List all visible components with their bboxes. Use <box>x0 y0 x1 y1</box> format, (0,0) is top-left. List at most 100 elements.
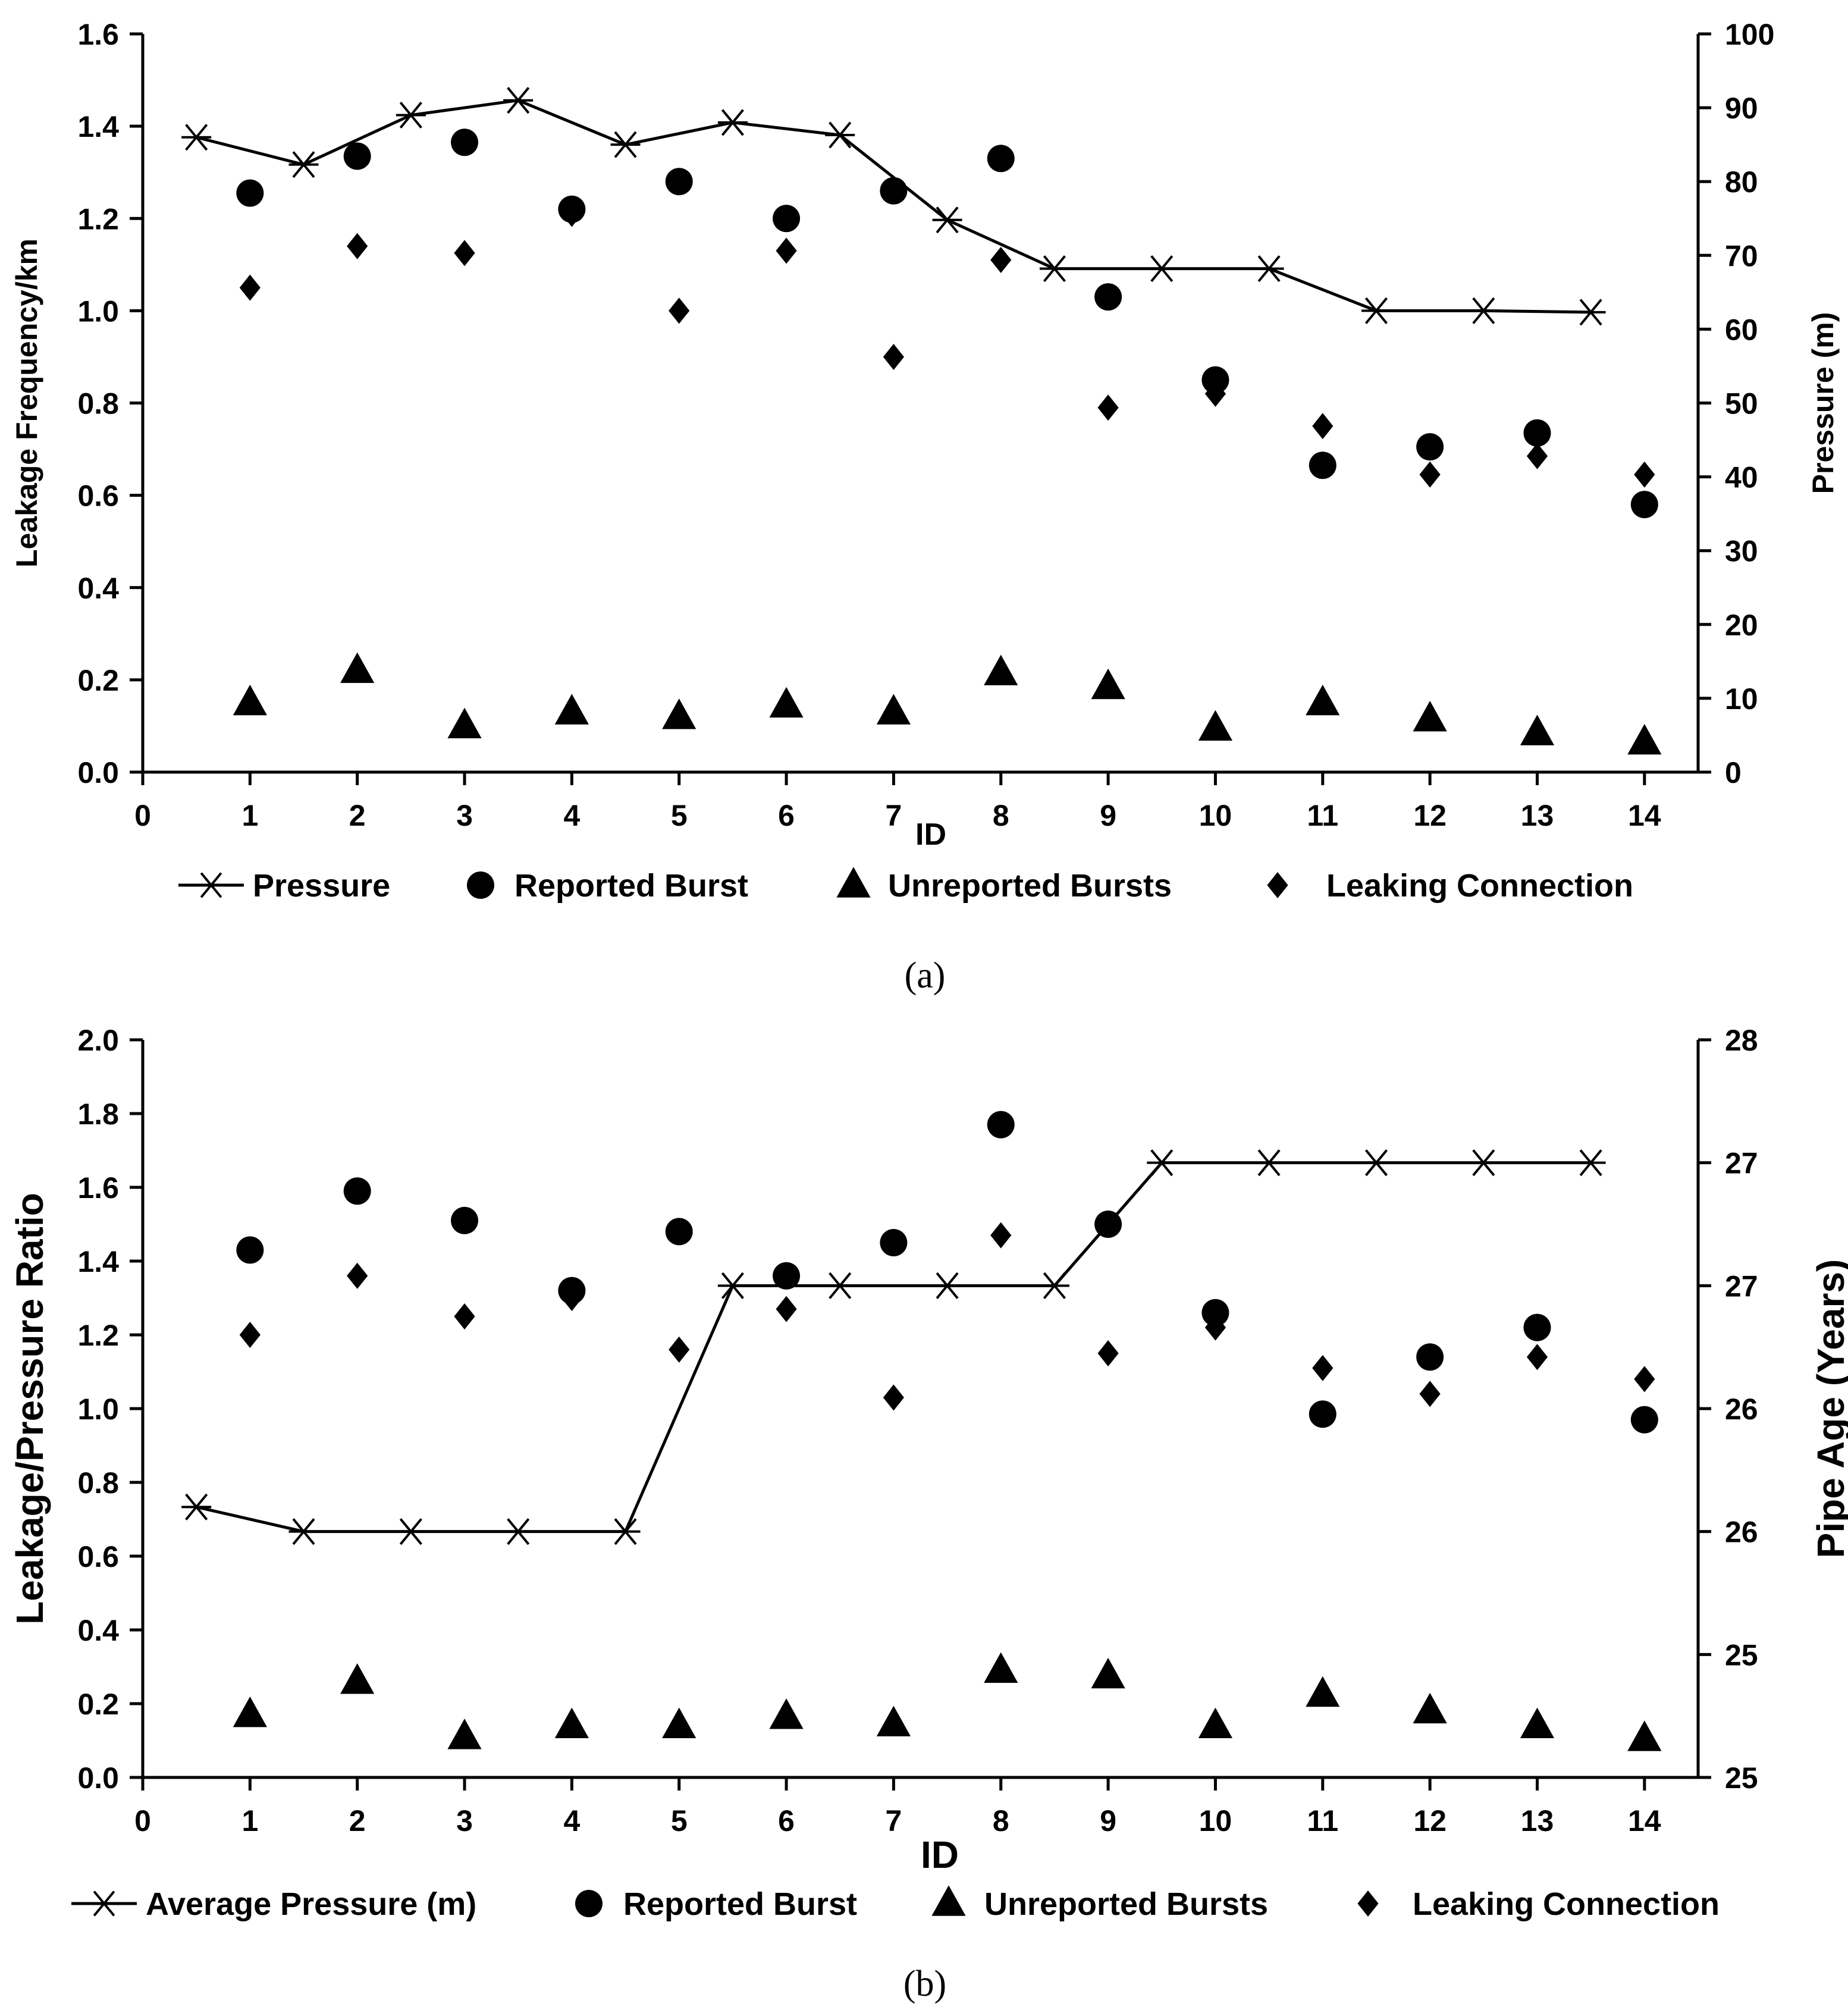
triangle-point <box>554 694 589 725</box>
triangle-point <box>876 1705 911 1736</box>
series-circle <box>236 1111 1658 1434</box>
series-diamond <box>239 1222 1655 1411</box>
y-tick-label: 2.0 <box>77 1024 119 1057</box>
x-tick-label: 11 <box>1307 1804 1338 1838</box>
x-tick-label: 10 <box>1199 799 1232 832</box>
diamond-point <box>561 1285 582 1311</box>
legend: Pressure Reported Burst Unreported Bursts L… <box>178 867 1633 904</box>
pressure-point <box>1469 1149 1499 1177</box>
pressure-point <box>396 1518 426 1545</box>
legend: Average Pressure (m) Reported Burst Unrepo… <box>71 1885 1720 1922</box>
diamond-point <box>347 1262 368 1289</box>
triangle-point <box>233 685 267 716</box>
diamond-point <box>669 297 690 324</box>
diamond-point <box>454 240 475 266</box>
pressure-point <box>717 109 748 136</box>
triangle-point <box>1306 1676 1340 1707</box>
pressure-point <box>1361 297 1391 324</box>
diamond-point <box>1419 1381 1441 1407</box>
triangle-point <box>1306 685 1340 716</box>
legend-label: Leaking Connection <box>1326 868 1633 904</box>
series-triangle <box>233 1652 1662 1751</box>
circle-point <box>1094 1211 1122 1238</box>
x-axis-title: ID <box>921 1833 959 1876</box>
y2-tick-label: 28 <box>1725 1024 1758 1057</box>
diamond-point <box>454 1303 475 1330</box>
pressure-point <box>825 1272 855 1299</box>
diamond-point <box>239 1322 261 1348</box>
diamond-point <box>1097 1340 1119 1366</box>
pressure-point <box>717 1272 748 1299</box>
y2-axis-title: Pressure (m) <box>1806 312 1840 494</box>
x-tick-label: 13 <box>1521 799 1554 832</box>
series-diamond <box>239 200 1655 488</box>
x-tick-label: 7 <box>886 799 902 832</box>
x-tick-label: 11 <box>1307 799 1338 832</box>
diamond-point <box>776 237 797 264</box>
y-tick-label: 0.2 <box>77 664 119 697</box>
circle-point <box>1201 1299 1229 1327</box>
x-tick-label: 4 <box>563 799 580 832</box>
asterisk-stroke <box>1364 297 1388 324</box>
panel-caption: (a) <box>905 955 946 996</box>
x-tick-label: 6 <box>778 1804 795 1838</box>
triangle-point <box>1413 1692 1447 1724</box>
circle-point <box>343 1177 371 1205</box>
asterisk-stroke <box>292 151 315 178</box>
triangle-point <box>876 694 911 725</box>
y-tick-label: 0.0 <box>77 1761 119 1795</box>
series-circle <box>236 128 1658 519</box>
circle-point <box>1416 1343 1444 1371</box>
pressure-point <box>825 121 855 149</box>
y-tick-label: 1.4 <box>77 1245 119 1278</box>
circle-point <box>1094 283 1122 311</box>
x-tick-label: 12 <box>1413 1804 1447 1838</box>
asterisk-stroke <box>936 206 959 234</box>
x-tick-label: 5 <box>671 799 688 832</box>
legend-label: Average Pressure (m) <box>146 1886 476 1922</box>
diamond-point <box>1204 1314 1226 1341</box>
legend-diamond-swatch <box>1357 1890 1379 1917</box>
pressure-point <box>1147 255 1177 283</box>
pressure-point <box>1576 1149 1606 1177</box>
diamond-point <box>561 200 582 227</box>
x-tick-label: 9 <box>1100 799 1116 832</box>
asterisk-stroke <box>507 1518 530 1545</box>
asterisk-stroke <box>507 87 530 114</box>
x-tick-label: 3 <box>456 1804 473 1838</box>
circle-point <box>1416 433 1444 461</box>
triangle-point <box>554 1707 589 1738</box>
legend-label: Pressure <box>253 868 390 904</box>
y-tick-label: 1.0 <box>77 1393 119 1426</box>
circle-point <box>1309 1400 1336 1428</box>
y-tick-label: 0.6 <box>77 1540 119 1573</box>
y2-tick-label: 50 <box>1725 387 1758 421</box>
triangle-point <box>662 1707 696 1738</box>
pressure-point <box>288 151 319 178</box>
diamond-point <box>669 1336 690 1363</box>
diamond-point <box>1204 380 1226 407</box>
circle-point <box>1630 1406 1658 1434</box>
y-tick-label: 1.0 <box>77 294 119 328</box>
circle-point <box>1309 451 1336 479</box>
legend-diamond-swatch <box>1267 872 1288 898</box>
diamond-point <box>347 233 368 259</box>
circle-point <box>343 142 371 170</box>
asterisk-stroke <box>614 1518 637 1545</box>
triangle-point <box>1413 701 1447 732</box>
triangle-point <box>769 1698 804 1729</box>
y2-tick-label: 25 <box>1725 1638 1758 1672</box>
x-tick-label: 6 <box>778 799 795 832</box>
diamond-point <box>1634 1366 1655 1393</box>
y-tick-label: 0.6 <box>77 479 119 513</box>
triangle-point <box>1520 1707 1555 1738</box>
asterisk-stroke <box>1150 1149 1174 1177</box>
y-tick-label: 0.4 <box>77 572 119 605</box>
legend-label: Reported Burst <box>623 1886 857 1922</box>
x-tick-label: 13 <box>1521 1804 1554 1838</box>
asterisk-stroke <box>399 1518 422 1545</box>
pressure-point <box>610 1518 641 1545</box>
pressure-point <box>1039 255 1069 283</box>
pressure-point <box>1254 255 1284 283</box>
diamond-point <box>1526 1344 1548 1371</box>
